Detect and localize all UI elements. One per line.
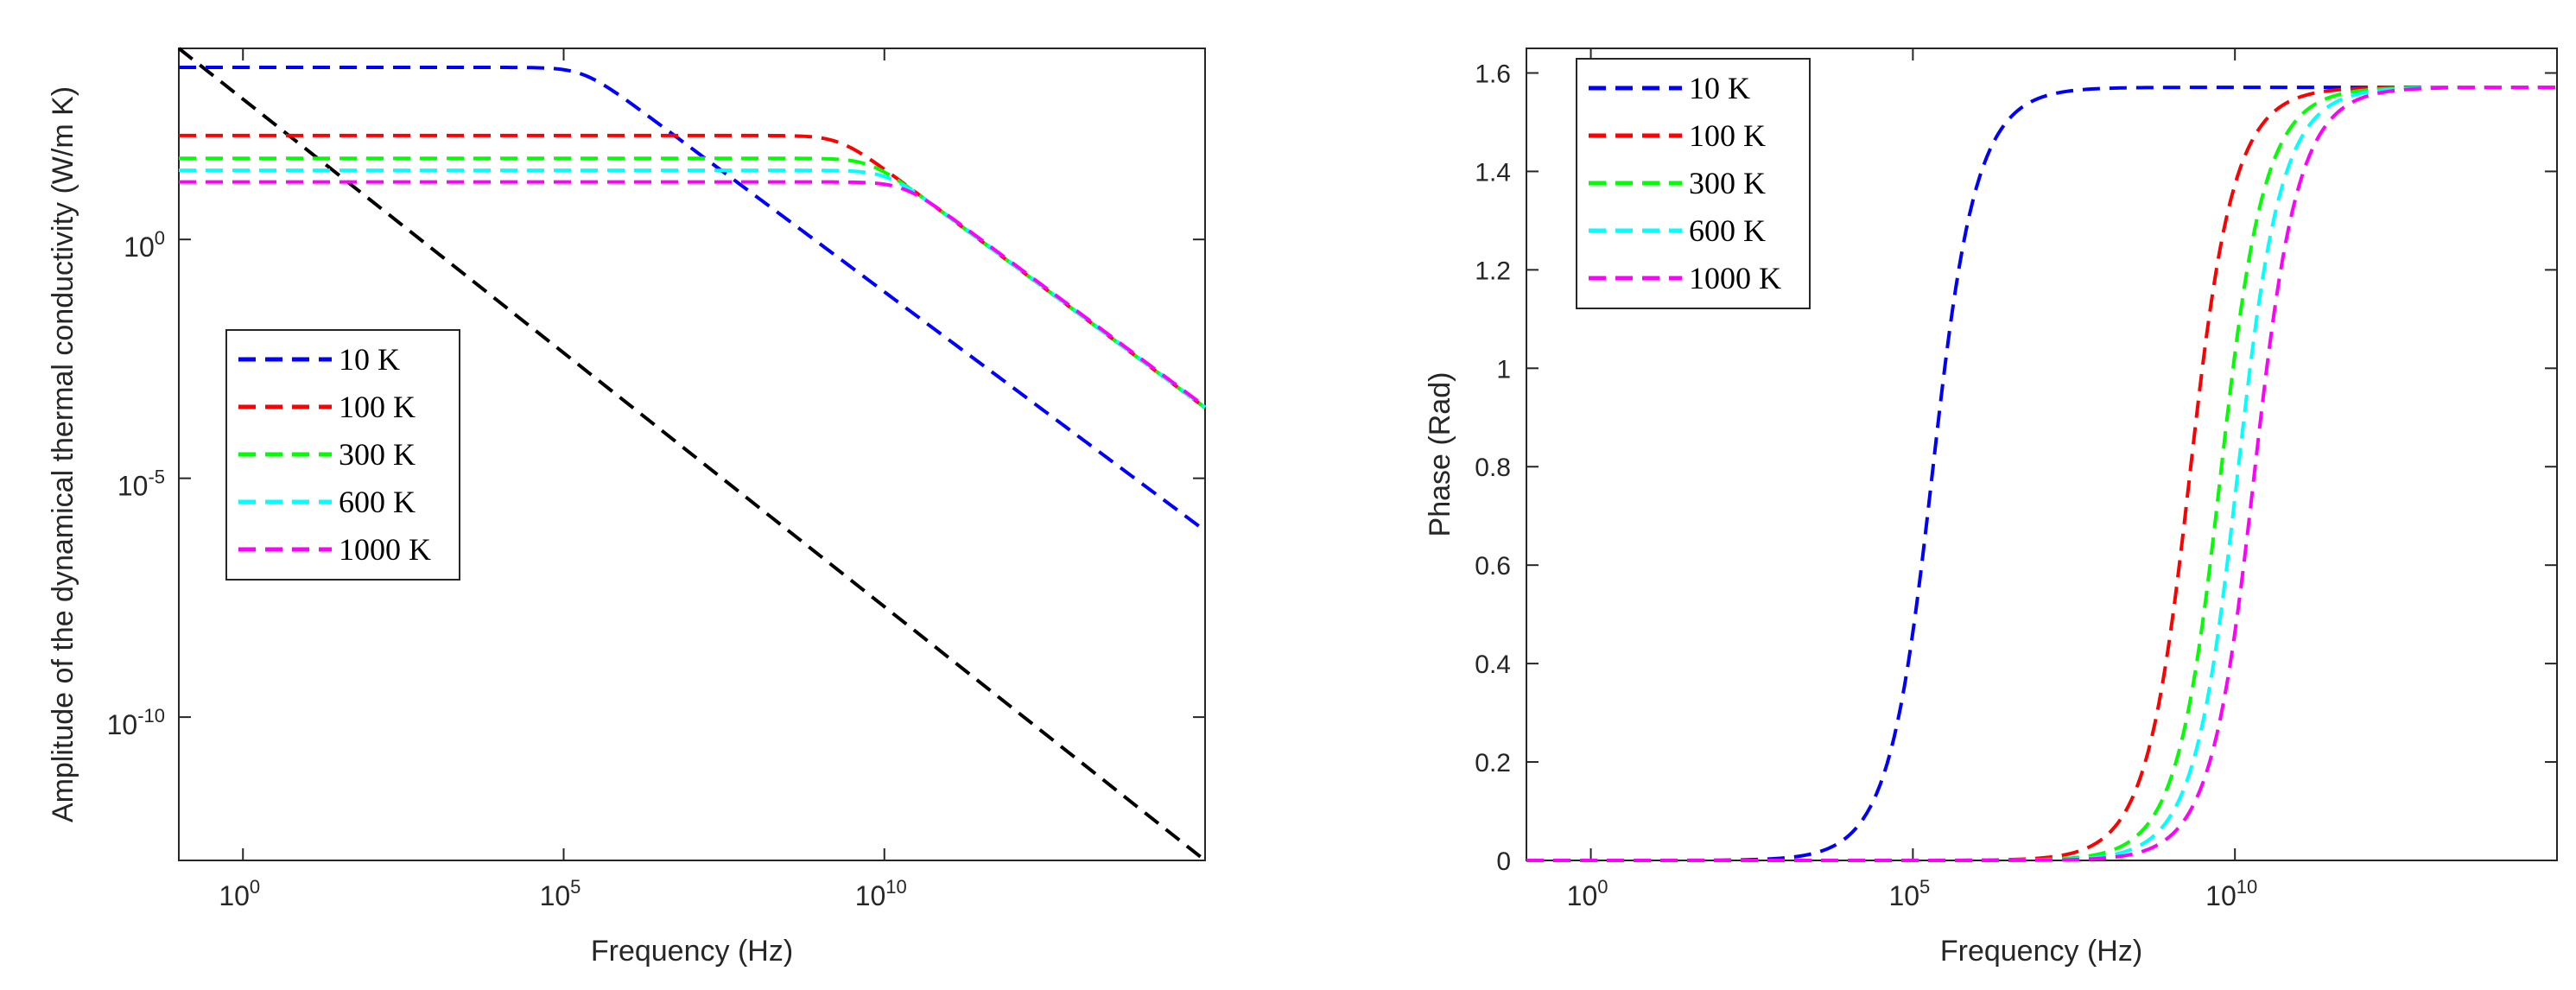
legend-label: 600 K <box>339 485 416 519</box>
legend-label: 100 K <box>339 390 416 424</box>
legend-label: 300 K <box>1689 166 1766 200</box>
legend-label: 1000 K <box>1689 261 1781 295</box>
y-tick-label: 100 <box>124 227 165 263</box>
y-tick-label: 1 <box>1496 355 1511 384</box>
series-line-1000k <box>1526 86 2557 862</box>
legend-label: 600 K <box>1689 213 1766 248</box>
phase-y-axis-label: Phase (Rad) <box>1424 372 1456 537</box>
y-tick-label: 0.8 <box>1475 454 1511 482</box>
phase-chart: 100 105 1010 0 0.2 0.4 0.6 0.8 1 1.2 1.4 1.6 Freque… <box>1424 48 2558 968</box>
phase-ticks: 100 105 1010 0 0.2 0.4 0.6 0.8 1 1.2 1.4 1.6 <box>1475 48 2557 911</box>
legend-label: 100 K <box>1689 118 1766 153</box>
x-tick-label: 1010 <box>855 876 907 911</box>
y-tick-label: 0 <box>1496 847 1511 876</box>
reference-line <box>177 47 1207 862</box>
x-tick-label: 105 <box>1888 876 1930 911</box>
x-tick-label: 100 <box>1567 876 1608 911</box>
phase-legend: 10 K 100 K 300 K 600 K 1000 K <box>1576 58 1811 309</box>
amplitude-x-axis-label: Frequency (Hz) <box>591 935 793 968</box>
phase-x-axis-label: Frequency (Hz) <box>1940 935 2142 968</box>
amplitude-y-axis-label: Amplitude of the dynamical thermal condu… <box>47 86 79 822</box>
series-line-1000k <box>179 180 1207 409</box>
phase-series <box>1526 86 2557 862</box>
amplitude-ticks: 100 105 1010 100 10-5 10-10 <box>107 48 1205 911</box>
y-tick-label: 0.6 <box>1475 552 1511 581</box>
amplitude-legend: 10 K 100 K 300 K 600 K 1000 K <box>225 329 460 581</box>
y-tick-label: 1.4 <box>1475 158 1511 187</box>
x-tick-label: 105 <box>540 876 581 911</box>
y-tick-label: 1.2 <box>1475 257 1511 285</box>
y-tick-label: 0.4 <box>1475 650 1511 679</box>
x-tick-label: 1010 <box>2205 876 2257 911</box>
amplitude-chart: 100 105 1010 100 10-5 10-10 Frequency (Hz) Am… <box>47 47 1207 968</box>
x-tick-label: 100 <box>219 876 260 911</box>
amplitude-series <box>177 47 1207 862</box>
legend-label: 1000 K <box>339 532 431 567</box>
legend-label: 10 K <box>1689 71 1750 105</box>
legend-label: 10 K <box>339 342 400 377</box>
y-tick-label: 1.6 <box>1475 60 1511 88</box>
series-line-10k <box>179 66 1207 532</box>
y-tick-label: 10-10 <box>107 705 165 740</box>
legend-label: 300 K <box>339 437 416 472</box>
y-tick-label: 10-5 <box>117 466 165 502</box>
y-tick-label: 0.2 <box>1475 749 1511 777</box>
